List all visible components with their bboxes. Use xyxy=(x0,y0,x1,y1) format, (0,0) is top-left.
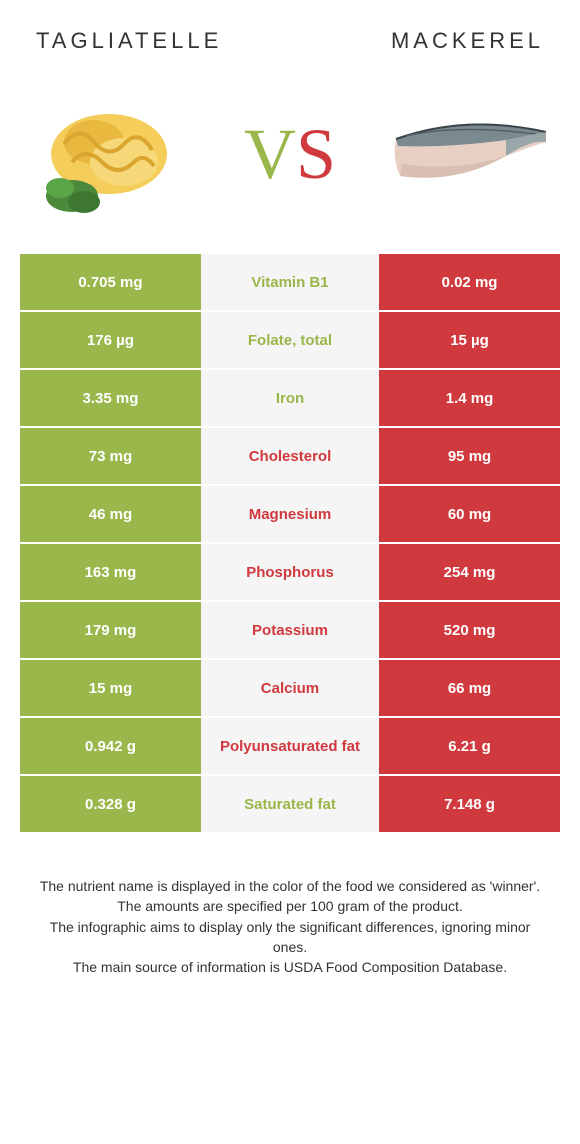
cell-left-value: 179 mg xyxy=(20,602,201,658)
cell-right-value: 6.21 g xyxy=(379,718,560,774)
footer-line: The nutrient name is displayed in the co… xyxy=(32,876,548,896)
cell-left-value: 15 mg xyxy=(20,660,201,716)
cell-right-value: 7.148 g xyxy=(379,776,560,832)
cell-nutrient-label: Vitamin B1 xyxy=(201,254,379,310)
food-title-left: TAGLIATELLE xyxy=(36,28,222,54)
table-row: 46 mgMagnesium60 mg xyxy=(20,486,560,544)
table-row: 73 mgCholesterol95 mg xyxy=(20,428,560,486)
cell-right-value: 15 µg xyxy=(379,312,560,368)
cell-left-value: 0.328 g xyxy=(20,776,201,832)
cell-nutrient-label: Calcium xyxy=(201,660,379,716)
cell-right-value: 0.02 mg xyxy=(379,254,560,310)
table-row: 179 mgPotassium520 mg xyxy=(20,602,560,660)
cell-left-value: 46 mg xyxy=(20,486,201,542)
table-row: 0.705 mgVitamin B10.02 mg xyxy=(20,254,560,312)
cell-left-value: 0.705 mg xyxy=(20,254,201,310)
food-image-right xyxy=(386,84,556,224)
cell-nutrient-label: Magnesium xyxy=(201,486,379,542)
cell-nutrient-label: Cholesterol xyxy=(201,428,379,484)
vs-row: VS xyxy=(0,64,580,254)
vs-v: V xyxy=(244,114,296,194)
footer-line: The infographic aims to display only the… xyxy=(32,917,548,958)
cell-left-value: 73 mg xyxy=(20,428,201,484)
vs-label: VS xyxy=(244,113,336,196)
cell-right-value: 95 mg xyxy=(379,428,560,484)
table-row: 3.35 mgIron1.4 mg xyxy=(20,370,560,428)
cell-right-value: 66 mg xyxy=(379,660,560,716)
table-row: 0.328 gSaturated fat7.148 g xyxy=(20,776,560,834)
footer-notes: The nutrient name is displayed in the co… xyxy=(0,834,580,977)
cell-nutrient-label: Polyunsaturated fat xyxy=(201,718,379,774)
cell-left-value: 176 µg xyxy=(20,312,201,368)
cell-right-value: 254 mg xyxy=(379,544,560,600)
footer-line: The main source of information is USDA F… xyxy=(32,957,548,977)
food-title-right: MACKEREL xyxy=(391,28,544,54)
vs-s: S xyxy=(296,114,336,194)
nutrient-table: 0.705 mgVitamin B10.02 mg176 µgFolate, t… xyxy=(20,254,560,834)
cell-nutrient-label: Potassium xyxy=(201,602,379,658)
cell-left-value: 0.942 g xyxy=(20,718,201,774)
footer-line: The amounts are specified per 100 gram o… xyxy=(32,896,548,916)
cell-nutrient-label: Iron xyxy=(201,370,379,426)
cell-nutrient-label: Phosphorus xyxy=(201,544,379,600)
cell-nutrient-label: Saturated fat xyxy=(201,776,379,832)
table-row: 163 mgPhosphorus254 mg xyxy=(20,544,560,602)
cell-left-value: 163 mg xyxy=(20,544,201,600)
food-image-left xyxy=(24,84,194,224)
table-row: 15 mgCalcium66 mg xyxy=(20,660,560,718)
cell-right-value: 1.4 mg xyxy=(379,370,560,426)
cell-left-value: 3.35 mg xyxy=(20,370,201,426)
header: TAGLIATELLE MACKEREL xyxy=(0,0,580,64)
cell-right-value: 520 mg xyxy=(379,602,560,658)
cell-nutrient-label: Folate, total xyxy=(201,312,379,368)
cell-right-value: 60 mg xyxy=(379,486,560,542)
table-row: 0.942 gPolyunsaturated fat6.21 g xyxy=(20,718,560,776)
table-row: 176 µgFolate, total15 µg xyxy=(20,312,560,370)
